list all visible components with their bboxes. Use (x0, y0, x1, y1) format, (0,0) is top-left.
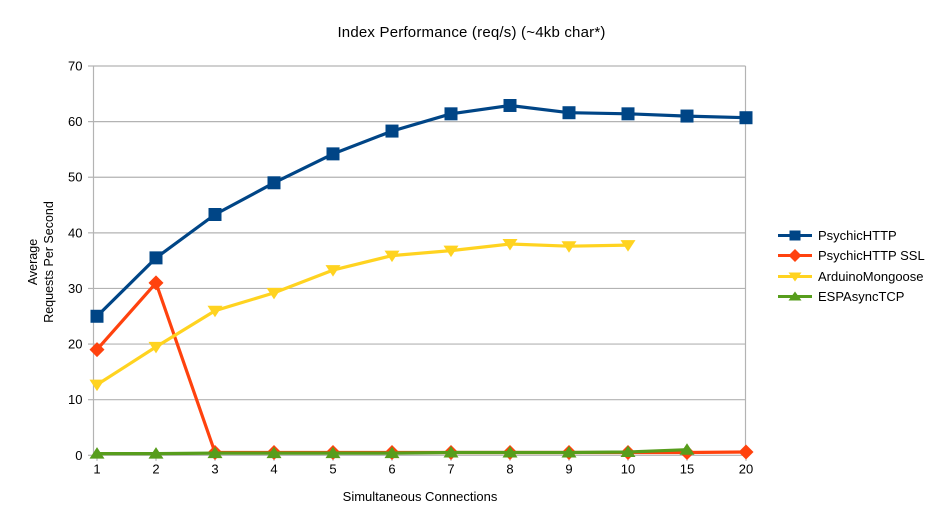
y-tick-label-70: 70 (68, 59, 82, 74)
triangle-down-marker-icon (443, 245, 459, 258)
x-tick-label-1: 1 (93, 461, 100, 476)
triangle-down-marker-icon (561, 241, 577, 253)
x-tick-label-15: 15 (680, 461, 694, 476)
triangle-up-icon (788, 291, 802, 301)
series-line (96, 242, 629, 387)
triangle-up-marker-icon (620, 445, 636, 457)
legend: PsychicHTTP PsychicHTTP SSL ArduinoMongoos… (778, 225, 925, 307)
triangle-up-marker-icon (384, 446, 400, 459)
legend-label: ESPAsyncTCP (818, 289, 905, 305)
y-tick-label-40: 40 (68, 225, 82, 240)
y-tick-labels: 0 10 20 30 40 50 60 70 (68, 59, 94, 463)
x-tick-label-7: 7 (447, 461, 454, 476)
triangle-down-marker-icon (266, 287, 282, 300)
square-marker-icon (621, 107, 635, 121)
x-tick-label-2: 2 (152, 461, 159, 476)
series-psychichttp-ssl (89, 275, 754, 461)
legend-item-espasynctcp: ESPAsyncTCP (778, 287, 925, 308)
square-marker-icon (267, 176, 281, 190)
x-tick-label-4: 4 (270, 461, 277, 476)
square-marker-icon (562, 106, 576, 120)
diamond-marker-icon (89, 342, 105, 358)
x-tick-label-9: 9 (565, 461, 572, 476)
legend-label: PsychicHTTP (818, 227, 897, 243)
series-espasynctcp (89, 443, 695, 459)
axes (92, 66, 747, 456)
square-marker-icon (149, 251, 163, 265)
legend-key-triangle-down-icon (778, 272, 812, 282)
square-marker-icon (680, 109, 694, 123)
x-tick-labels: 1 2 3 4 5 6 7 8 9 10 15 20 (93, 455, 753, 476)
triangle-down-icon (788, 272, 802, 282)
legend-key-diamond-icon (778, 249, 812, 263)
x-tick-label-6: 6 (388, 461, 395, 476)
triangle-down-marker-icon (620, 240, 636, 252)
diamond-marker-icon (148, 275, 164, 291)
triangle-down-marker-icon (325, 265, 341, 277)
gridlines (93, 65, 746, 401)
series-arduinomongoose (89, 238, 636, 392)
legend-key-square-icon (778, 230, 812, 241)
chart-title: Index Performance (req/s) (~4kb char*) (337, 24, 606, 41)
series-line (95, 103, 747, 318)
square-marker-icon (503, 98, 517, 112)
triangle-up-marker-icon (443, 446, 459, 458)
x-tick-label-20: 20 (739, 461, 753, 476)
diamond-marker-icon (738, 444, 754, 460)
triangle-up-marker-icon (325, 446, 341, 459)
square-icon (789, 230, 801, 241)
triangle-up-marker-icon (148, 447, 164, 459)
y-tick-label-60: 60 (68, 114, 82, 129)
x-tick-label-10: 10 (621, 461, 635, 476)
x-tick-label-5: 5 (329, 461, 336, 476)
triangle-up-marker-icon (207, 446, 223, 459)
triangle-down-marker-icon (502, 238, 518, 251)
triangle-down-marker-icon (384, 250, 400, 263)
y-tick-label-50: 50 (68, 170, 82, 185)
triangle-down-marker-icon (148, 341, 164, 354)
square-marker-icon (739, 111, 753, 125)
y-tick-label-20: 20 (68, 337, 82, 352)
square-marker-icon (208, 207, 222, 221)
triangle-up-marker-icon (502, 446, 518, 458)
y-axis-title-line2: Requests Per Second (42, 201, 56, 323)
y-axis-title-line1: Average (25, 238, 40, 286)
x-tick-label-3: 3 (211, 461, 218, 476)
legend-key-triangle-up-icon (778, 291, 812, 301)
diamond-icon (788, 249, 802, 263)
legend-label: ArduinoMongoose (818, 268, 924, 284)
square-marker-icon (444, 107, 458, 121)
legend-item-arduinomongoose: ArduinoMongoose (778, 266, 925, 287)
x-axis-title: Simultaneous Connections (342, 489, 498, 504)
y-axis-title: Average Requests Per Second (25, 201, 58, 323)
triangle-down-marker-icon (207, 305, 223, 318)
triangle-up-marker-icon (89, 447, 105, 459)
y-tick-label-0: 0 (75, 448, 82, 463)
square-marker-icon (385, 124, 399, 138)
square-marker-icon (326, 147, 340, 161)
square-marker-icon (90, 309, 104, 323)
series-psychichttp (90, 98, 753, 323)
triangle-down-marker-icon (89, 379, 105, 392)
y-tick-label-10: 10 (68, 392, 82, 407)
legend-item-psychichttp-ssl: PsychicHTTP SSL (778, 246, 925, 267)
triangle-up-marker-icon (561, 446, 577, 458)
series-line (95, 281, 747, 455)
legend-item-psychichttp: PsychicHTTP (778, 225, 925, 246)
triangle-up-marker-icon (679, 443, 695, 455)
triangle-up-marker-icon (266, 446, 282, 459)
legend-label: PsychicHTTP SSL (818, 248, 925, 264)
y-tick-label-30: 30 (68, 281, 82, 296)
x-tick-label-8: 8 (506, 461, 513, 476)
